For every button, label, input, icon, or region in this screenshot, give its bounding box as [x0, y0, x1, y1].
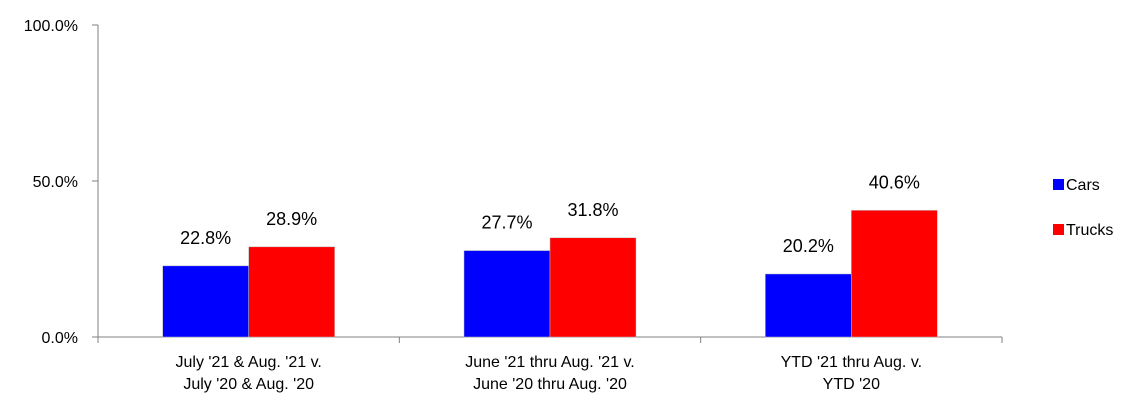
data-label: 27.7% — [481, 213, 532, 233]
bar-trucks — [248, 246, 335, 338]
chart-bars — [162, 210, 938, 338]
x-category-label: YTD '21 thru Aug. v. — [781, 354, 923, 371]
bar-trucks — [549, 237, 637, 338]
data-label: 20.2% — [783, 236, 834, 256]
x-category-label: June '21 thru Aug. '21 v. — [465, 354, 634, 371]
legend-label: Cars — [1066, 177, 1100, 194]
data-label: 40.6% — [869, 172, 920, 192]
x-category-label: June '20 thru Aug. '20 — [473, 376, 627, 393]
x-category-label: YTD '20 — [823, 376, 880, 393]
bar-cars — [765, 273, 852, 338]
chart-legend: Cars Trucks — [1053, 177, 1113, 239]
y-tick-label: 50.0% — [33, 174, 78, 191]
bar-trucks — [851, 210, 938, 338]
legend-swatch-trucks — [1053, 224, 1064, 235]
bar-cars — [463, 250, 551, 338]
x-category-label: July '20 & Aug. '20 — [183, 376, 314, 393]
legend-label: Trucks — [1066, 222, 1113, 239]
bar-cars — [162, 265, 249, 338]
chart-axes: 0.0% 50.0% 100.0% July '21 & Aug. '21 v. Jul… — [24, 18, 1003, 393]
data-label: 31.8% — [567, 200, 618, 220]
x-category-label: July '21 & Aug. '21 v. — [175, 354, 321, 371]
chart-data-labels: 22.8% 28.9% 27.7% 31.8% 20.2% 40.6% — [180, 172, 920, 256]
y-tick-label: 100.0% — [24, 18, 78, 35]
data-label: 28.9% — [266, 209, 317, 229]
y-tick-label: 0.0% — [42, 330, 78, 347]
data-label: 22.8% — [180, 228, 231, 248]
legend-swatch-cars — [1053, 179, 1064, 190]
